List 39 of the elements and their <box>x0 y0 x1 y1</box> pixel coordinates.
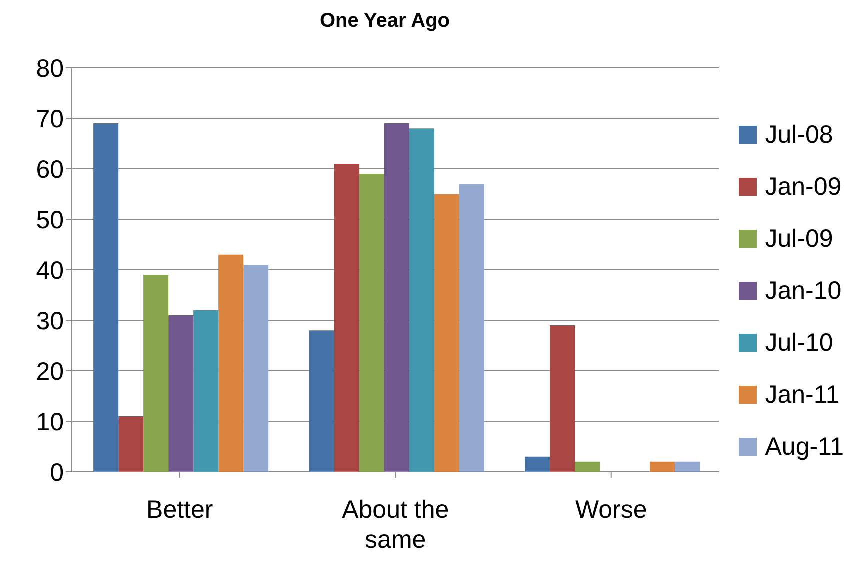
bar <box>218 254 244 472</box>
y-tick-label: 70 <box>36 105 64 134</box>
y-tick-label: 20 <box>36 358 64 386</box>
y-tick-label: 0 <box>50 458 64 487</box>
bar <box>94 124 119 472</box>
bar <box>409 128 434 472</box>
bar <box>434 194 460 472</box>
bar <box>459 184 484 472</box>
bar <box>118 416 144 472</box>
legend-label: Jan-11 <box>765 380 840 410</box>
y-tick-label: 80 <box>36 54 64 83</box>
chart-title: One Year Ago <box>318 10 452 33</box>
bar <box>359 174 384 472</box>
bar <box>575 462 600 472</box>
x-tick-label: Better <box>146 496 214 524</box>
legend-label: Jul-09 <box>765 224 834 254</box>
y-tick-label: 40 <box>36 256 64 285</box>
y-tick-label: 50 <box>36 206 64 234</box>
bar <box>384 124 410 472</box>
y-tick-label: 60 <box>36 156 64 184</box>
y-tick-label: 10 <box>36 408 64 436</box>
bar <box>525 456 550 472</box>
bar <box>675 462 700 472</box>
legend-label: Jul-08 <box>765 120 834 150</box>
legend-label: Aug-11 <box>765 432 844 462</box>
x-tick-label: About the same <box>342 496 450 554</box>
x-tick-label: Worse <box>575 496 648 524</box>
bar <box>334 164 360 472</box>
bar <box>550 326 576 472</box>
bar <box>144 275 169 472</box>
legend-label: Jan-10 <box>765 276 842 306</box>
bar <box>194 310 219 472</box>
legend-label: Jan-09 <box>765 172 842 202</box>
bar <box>650 462 676 472</box>
legend-label: Jul-10 <box>765 328 834 358</box>
bar <box>168 315 194 472</box>
y-tick-label: 30 <box>36 307 64 336</box>
bar <box>309 330 334 472</box>
bar <box>244 264 269 472</box>
